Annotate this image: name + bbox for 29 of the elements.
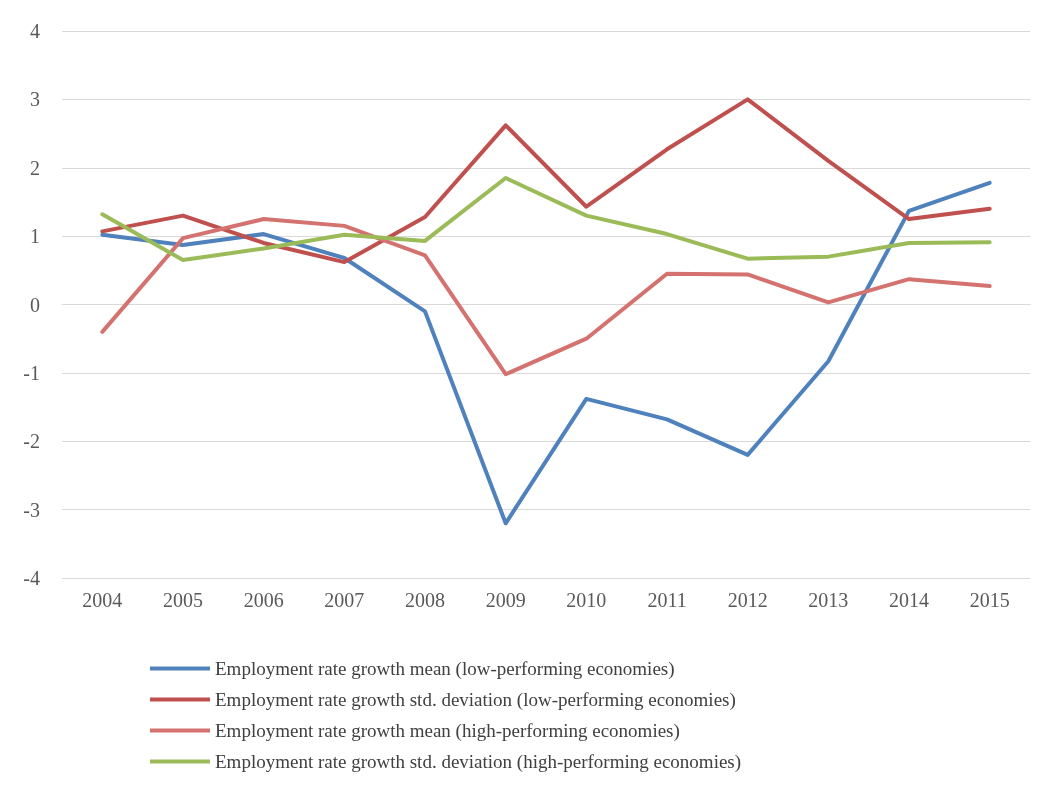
y-tick-label: -2 — [23, 430, 40, 453]
y-tick-label: 0 — [30, 293, 40, 316]
legend-label: Employment rate growth mean (low-performing economies) — [215, 658, 675, 680]
y-tick-label: 3 — [30, 88, 40, 111]
x-tick-label: 2005 — [163, 589, 203, 611]
y-tick-label: -1 — [23, 361, 40, 384]
y-tick-label: 1 — [30, 225, 40, 248]
x-tick-label: 2010 — [566, 589, 607, 611]
x-tick-label: 2014 — [889, 589, 929, 611]
x-tick-label: 2006 — [243, 589, 284, 611]
line-series — [100, 97, 992, 265]
x-tick-label: 2011 — [647, 589, 687, 611]
y-tick-label: -4 — [23, 567, 40, 589]
x-tick-label: 2013 — [808, 589, 849, 611]
line-series — [100, 180, 992, 526]
x-tick-label: 2012 — [727, 589, 768, 611]
y-tick-label: 4 — [30, 20, 40, 42]
y-tick-label: -3 — [23, 498, 40, 521]
line-series — [100, 217, 992, 377]
legend-label: Employment rate growth std. deviation (low-performing economies) — [215, 689, 736, 711]
legend-label: Employment rate growth std. deviation (high-performing economies) — [215, 751, 742, 773]
x-tick-label: 2007 — [324, 589, 365, 611]
x-tick-label: 2004 — [82, 589, 123, 611]
legend-label: Employment rate growth mean (high-performing economies) — [215, 720, 680, 742]
line-series — [100, 176, 992, 263]
y-tick-label: 2 — [30, 156, 40, 179]
x-tick-label: 2009 — [485, 589, 526, 611]
x-tick-label: 2015 — [969, 589, 1010, 611]
x-tick-label: 2008 — [405, 589, 445, 611]
